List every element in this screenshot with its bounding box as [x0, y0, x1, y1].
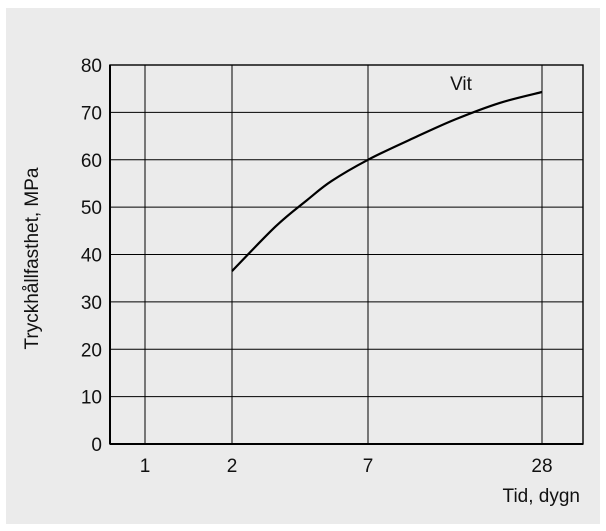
y-tick-label-40: 40 — [81, 246, 102, 267]
y-tick-labels: 0 10 20 30 40 50 60 70 80 — [81, 56, 102, 456]
x-axis-title: Tid, dygn — [503, 486, 580, 507]
y-tick-label-0: 0 — [91, 435, 102, 456]
x-tick-labels: 1 2 7 28 — [140, 456, 553, 477]
x-tick-label-7: 7 — [363, 456, 374, 477]
series-line-vit — [231, 90, 543, 272]
grid — [109, 64, 584, 445]
y-tick-label-30: 30 — [81, 293, 102, 314]
y-tick-label-80: 80 — [81, 56, 102, 77]
y-tick-label-70: 70 — [81, 103, 102, 124]
y-tick-label-10: 10 — [81, 388, 102, 409]
chart-figure: 1 2 7 28 0 10 20 30 40 50 60 70 80 Vit Tryckhållfas… — [6, 8, 600, 524]
x-tick-label-1: 1 — [140, 456, 151, 477]
line-chart: 1 2 7 28 0 10 20 30 40 50 60 70 80 Vit Tryckhållfas… — [22, 56, 584, 507]
y-tick-label-20: 20 — [81, 340, 102, 361]
y-axis-title: Tryckhållfasthet, MPa — [22, 167, 43, 349]
series-layer: Vit — [231, 74, 543, 272]
x-tick-label-2: 2 — [227, 456, 238, 477]
y-tick-label-60: 60 — [81, 151, 102, 172]
x-tick-label-28: 28 — [531, 456, 552, 477]
series-label-vit: Vit — [450, 74, 473, 95]
y-tick-label-50: 50 — [81, 198, 102, 219]
